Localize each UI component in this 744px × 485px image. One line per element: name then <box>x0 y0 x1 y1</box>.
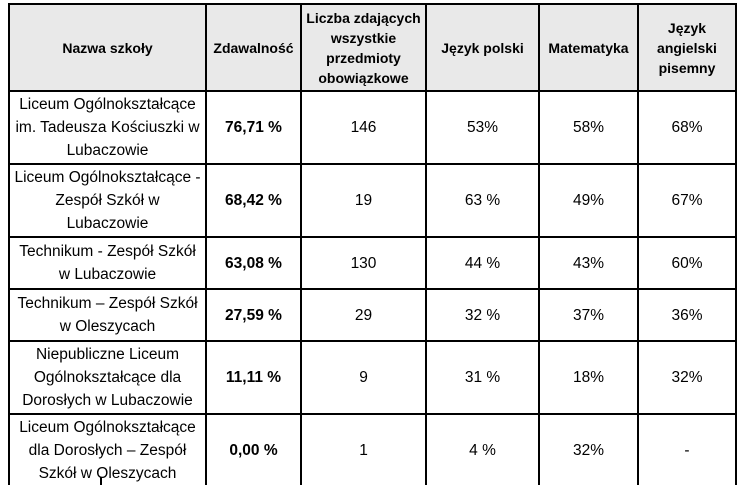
cell-num-students: 19 <box>300 163 427 238</box>
col-header-school-name: Nazwa szkoły <box>8 3 207 92</box>
cell-school-name: Liceum Ogólnokształcące im. Tadeusza Koś… <box>8 90 207 165</box>
cell-english: 36% <box>637 288 737 342</box>
cell-pass-rate: 68,42 % <box>205 163 302 238</box>
cell-pass-rate: 63,08 % <box>205 236 302 290</box>
cell-school-name: Technikum - Zespół Szkół w Lubaczowie <box>8 236 207 290</box>
cell-math: 37% <box>538 288 639 342</box>
cell-polish: 4 % <box>425 413 540 485</box>
table-continuation-line <box>100 477 102 485</box>
cell-polish: 32 % <box>425 288 540 342</box>
col-header-math: Matematyka <box>538 3 639 92</box>
col-header-english: Język angielski pisemny <box>637 3 737 92</box>
col-header-num-students: Liczba zdających wszystkie przedmioty ob… <box>300 3 427 92</box>
cell-math: 43% <box>538 236 639 290</box>
cell-english: 67% <box>637 163 737 238</box>
cell-english: 60% <box>637 236 737 290</box>
cell-polish: 31 % <box>425 340 540 415</box>
cell-english: 32% <box>637 340 737 415</box>
cell-pass-rate: 0,00 % <box>205 413 302 485</box>
cell-school-name: Niepubliczne Liceum Ogólnokształcące dla… <box>8 340 207 415</box>
cell-num-students: 1 <box>300 413 427 485</box>
cell-school-name: Liceum Ogólnokształcące dla Dorosłych – … <box>8 413 207 485</box>
cell-polish: 63 % <box>425 163 540 238</box>
cell-polish: 53% <box>425 90 540 165</box>
cell-school-name: Technikum – Zespół Szkół w Oleszycach <box>8 288 207 342</box>
cell-english: 68% <box>637 90 737 165</box>
table-row: Technikum – Zespół Szkół w Oleszycach 27… <box>8 288 737 342</box>
cell-num-students: 9 <box>300 340 427 415</box>
cell-num-students: 146 <box>300 90 427 165</box>
cell-school-name: Liceum Ogólnokształcące - Zespół Szkół w… <box>8 163 207 238</box>
cell-polish: 44 % <box>425 236 540 290</box>
cell-math: 18% <box>538 340 639 415</box>
cell-num-students: 29 <box>300 288 427 342</box>
col-header-polish: Język polski <box>425 3 540 92</box>
cell-math: 58% <box>538 90 639 165</box>
cell-pass-rate: 11,11 % <box>205 340 302 415</box>
table-row: Technikum - Zespół Szkół w Lubaczowie 63… <box>8 236 737 290</box>
table-row: Liceum Ogólnokształcące dla Dorosłych – … <box>8 413 737 485</box>
table-row: Niepubliczne Liceum Ogólnokształcące dla… <box>8 340 737 415</box>
table-row: Liceum Ogólnokształcące im. Tadeusza Koś… <box>8 90 737 165</box>
cell-pass-rate: 27,59 % <box>205 288 302 342</box>
cell-math: 49% <box>538 163 639 238</box>
cell-math: 32% <box>538 413 639 485</box>
cell-num-students: 130 <box>300 236 427 290</box>
cell-pass-rate: 76,71 % <box>205 90 302 165</box>
cell-english: - <box>637 413 737 485</box>
table-row: Liceum Ogólnokształcące - Zespół Szkół w… <box>8 163 737 238</box>
col-header-pass-rate: Zdawalność <box>205 3 302 92</box>
table-header-row: Nazwa szkoły Zdawalność Liczba zdających… <box>8 3 737 92</box>
exam-results-table: Nazwa szkoły Zdawalność Liczba zdających… <box>8 3 737 485</box>
